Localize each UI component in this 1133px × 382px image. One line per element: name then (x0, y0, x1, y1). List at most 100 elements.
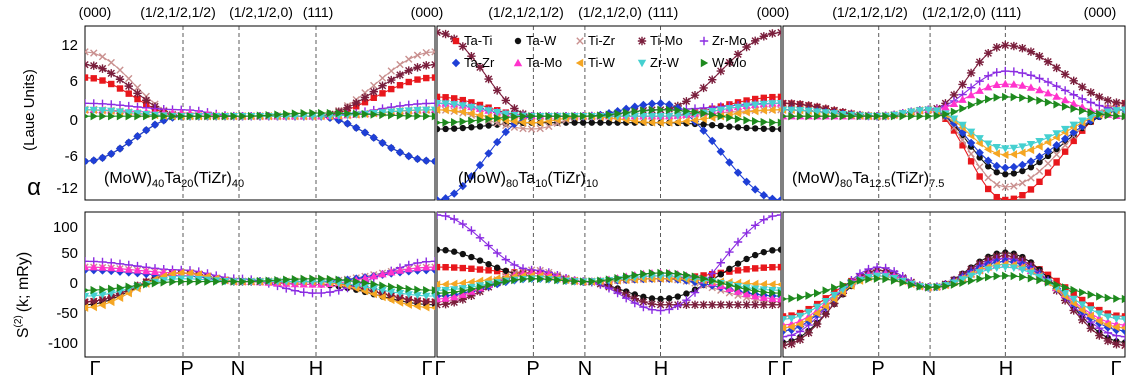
data-point-w-mo (116, 283, 125, 293)
data-point-w-mo (848, 278, 856, 287)
data-point-ti-zr (1044, 159, 1052, 168)
data-point-w-mo (213, 112, 221, 121)
data-point-ta-w (1044, 152, 1052, 160)
data-point-ta-ti (405, 78, 412, 86)
data-point-w-mo (160, 278, 168, 287)
data-point-ta-w (451, 248, 458, 255)
data-point-w-mo (1019, 93, 1027, 103)
data-point-ti-mo (404, 66, 413, 75)
data-point-w-mo (388, 111, 396, 120)
data-point-w-mo (769, 288, 777, 298)
data-point-zr-mo (475, 233, 485, 243)
data-point-ti-mo (441, 299, 450, 309)
data-point-w-mo (683, 106, 691, 116)
composition-label-1: (MoW)40Ta20(TiZr)40 (104, 170, 244, 190)
data-point-ta-w (485, 261, 492, 268)
data-point-zr-w (501, 110, 510, 118)
data-point-w-mo (967, 276, 976, 285)
data-point-ti-w (1086, 311, 1094, 321)
data-point-w-mo (291, 109, 300, 118)
data-point-ti-mo (1018, 44, 1027, 53)
data-point-zr-mo (441, 212, 450, 221)
data-point-w-mo (99, 112, 107, 121)
data-point-w-mo (379, 281, 387, 290)
data-point-zr-w (992, 264, 1001, 272)
data-point-ta-mo (430, 262, 435, 271)
data-point-w-mo (839, 112, 848, 121)
comp2-sub3: 10 (586, 178, 598, 190)
composition-label-3: (MoW)80Ta12.5(TiZr)7.5 (792, 170, 944, 190)
data-point-w-mo (405, 111, 413, 121)
data-point-w-mo (160, 112, 168, 121)
legend-label: Ti-Zr (588, 33, 616, 48)
data-point-ti-zr (116, 66, 124, 74)
data-point-zr-w (821, 297, 830, 306)
data-point-ti-mo (813, 102, 822, 112)
data-point-ti-w (656, 118, 664, 127)
data-point-zr-w (1026, 269, 1036, 277)
comp2-part3: (TiZr) (547, 170, 586, 187)
data-point-zr-mo (1086, 98, 1095, 107)
data-point-w-mo (494, 278, 502, 288)
top-tick-3-4: (111) (991, 4, 1022, 20)
data-point-ta-w (993, 168, 1000, 176)
data-point-zr-w (783, 316, 788, 324)
data-point-ta-ti (99, 77, 106, 84)
data-point-ta-w (1002, 171, 1009, 178)
data-point-ta-ti (134, 95, 141, 103)
data-point-zr-w (1035, 137, 1044, 146)
data-point-ta-mo (751, 291, 760, 300)
data-point-w-mo (388, 282, 396, 292)
data-point-ti-mo (742, 300, 751, 309)
data-point-ti-mo (124, 81, 133, 91)
data-point-w-mo (125, 282, 133, 291)
data-point-zr-w (647, 113, 657, 121)
data-point-ti-mo (413, 63, 422, 72)
data-point-ta-w (683, 290, 690, 297)
data-point-ti-mo (1095, 331, 1104, 340)
data-point-ta-mo (949, 99, 959, 108)
data-point-ta-mo (1060, 95, 1070, 104)
data-point-ta-zr (992, 161, 1001, 171)
data-point-ta-ti (1061, 148, 1069, 155)
data-point-ta-zr (1060, 134, 1070, 143)
data-point-w-mo (788, 294, 796, 303)
panel-alpha-2 (436, 25, 782, 201)
data-point-zr-mo (759, 215, 768, 224)
data-point-ti-w (776, 107, 781, 113)
data-point-w-mo (985, 95, 993, 104)
data-point-ta-ti (1027, 186, 1035, 193)
data-point-w-mo (890, 276, 899, 285)
data-point-w-mo (204, 277, 212, 286)
data-point-ti-mo (1060, 70, 1070, 79)
data-point-ti-mo (1112, 98, 1121, 107)
data-point-zr-w (984, 140, 993, 148)
data-point-w-mo (1053, 280, 1061, 290)
legend-marker-ta-w (514, 37, 522, 45)
data-point-ta-zr (647, 99, 657, 108)
data-point-zr-w (422, 106, 431, 115)
data-point-w-mo (873, 112, 882, 121)
s2-yticks: 100 50 0 -50 -100 (48, 219, 78, 352)
data-point-ti-mo (142, 96, 151, 105)
data-point-ta-ti (468, 265, 475, 272)
data-point-w-mo (908, 280, 916, 290)
data-point-zr-w (404, 107, 413, 115)
data-point-w-mo (588, 111, 596, 121)
data-point-w-mo (344, 109, 352, 118)
data-point-ta-w (769, 247, 776, 254)
data-point-zr-w (107, 107, 116, 116)
data-point-zr-w (759, 100, 768, 109)
data-point-zr-mo (665, 305, 674, 314)
data-point-ti-w (733, 109, 742, 118)
data-point-zr-w (966, 272, 976, 281)
alpha-y-axis-title: α (Laue Units) (21, 69, 41, 201)
s2-ylabel-rest: (k; mRy) (15, 252, 32, 312)
data-point-w-mo (976, 97, 984, 107)
data-point-w-mo (451, 287, 459, 297)
data-point-w-mo (414, 111, 422, 121)
data-point-ti-zr (1010, 182, 1018, 190)
comp3-part1: (MoW) (792, 170, 840, 187)
data-point-ti-w (1095, 316, 1103, 326)
data-point-w-mo (151, 112, 160, 121)
